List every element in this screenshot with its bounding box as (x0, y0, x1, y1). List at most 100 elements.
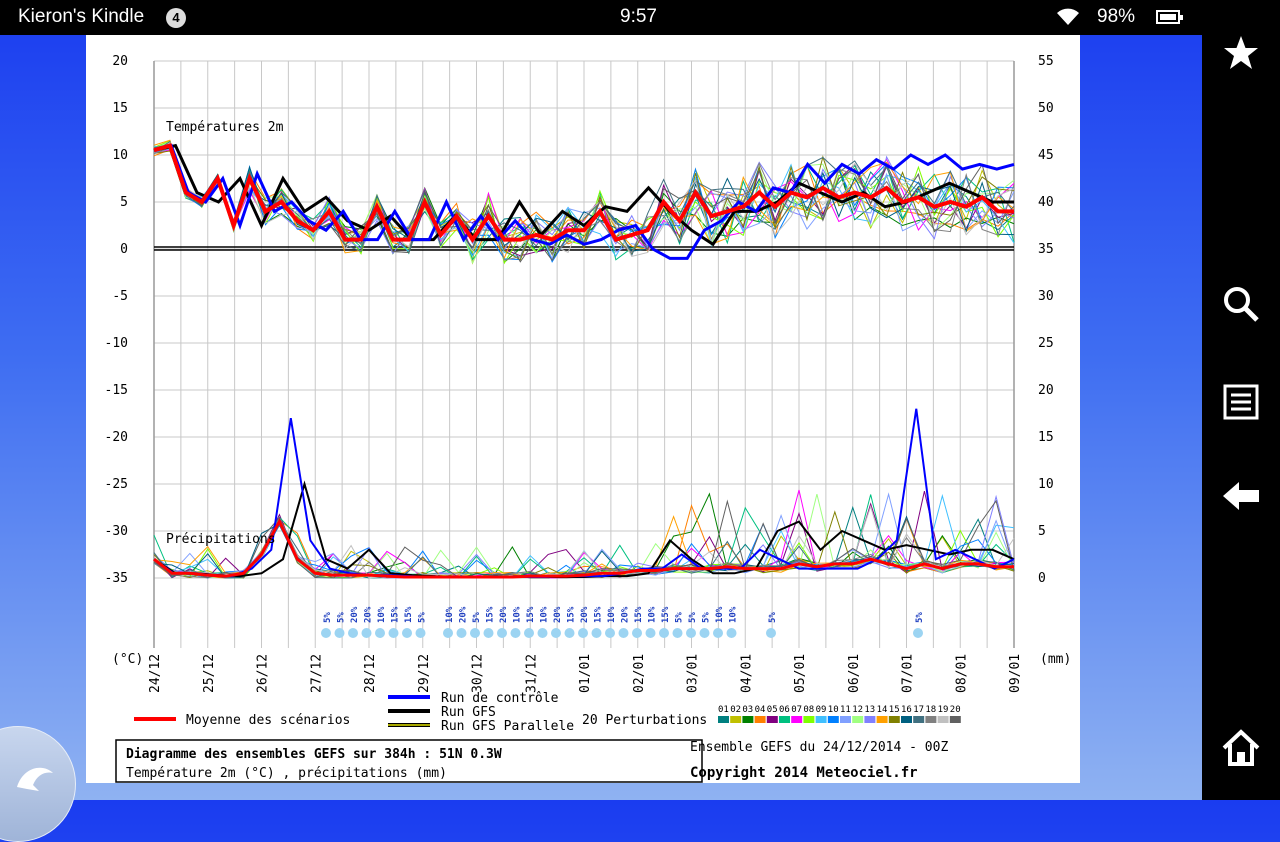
snow-probability-label: 5% (418, 612, 428, 623)
snow-flake-icon (913, 628, 923, 638)
menu-icon[interactable] (1221, 382, 1261, 422)
y-right-tick-label: 25 (1038, 336, 1054, 351)
snow-flake-icon (443, 628, 453, 638)
x-tick-label: 28/12 (363, 654, 378, 693)
snow-flake-icon (483, 628, 494, 638)
snow-flake-icon (524, 628, 534, 638)
legend-perturbations: 20 Perturbations (582, 713, 707, 728)
x-tick-label: 08/01 (954, 654, 969, 693)
member-id-label: 12 (852, 705, 863, 715)
snow-flake-icon (686, 628, 696, 638)
member-id-label: 17 (913, 705, 924, 715)
member-swatch (742, 716, 754, 723)
back-icon[interactable] (1221, 476, 1261, 516)
member-id-label: 06 (779, 705, 790, 715)
x-tick-label: 06/01 (847, 654, 862, 693)
home-icon[interactable] (1221, 728, 1261, 768)
member-id-label: 14 (877, 705, 888, 715)
battery-icon (1156, 10, 1183, 24)
run-info: Ensemble GEFS du 24/12/2014 - 00Z (690, 740, 948, 755)
snow-flake-icon (402, 628, 412, 638)
x-tick-label: 24/12 (148, 654, 163, 693)
copyright: Copyright 2014 Meteociel.fr (690, 765, 918, 781)
snow-flake-icon (578, 628, 588, 638)
snow-probability-label: 20% (364, 606, 374, 623)
chart-subtitle: Température 2m (°C) , précipitations (mm… (126, 766, 447, 781)
clock: 9:57 (620, 6, 657, 27)
y-right-unit: (mm) (1040, 652, 1071, 667)
snow-probability-label: 5% (702, 612, 712, 623)
member-id-label: 11 (840, 705, 851, 715)
member-id-label: 18 (925, 705, 936, 715)
y-right-tick-label: 0 (1038, 571, 1046, 586)
floating-back-button[interactable] (0, 726, 76, 842)
snow-flake-icon (591, 628, 602, 638)
snow-probability-label: 15% (594, 606, 604, 623)
member-swatch (730, 716, 742, 723)
main-series (153, 143, 1015, 579)
y-right-tick-label: 35 (1038, 242, 1054, 257)
y-right-tick-label: 50 (1038, 101, 1054, 116)
star-icon[interactable] (1221, 33, 1261, 73)
x-tick-label: 27/12 (309, 654, 324, 693)
legend-control: Run de contrôle (441, 691, 559, 706)
snow-probability-label: 5% (768, 612, 778, 623)
member-id-label: 07 (791, 705, 802, 715)
device-name: Kieron's Kindle (18, 6, 145, 27)
snow-probability-label: 10% (607, 606, 617, 623)
snow-probability-label: 20% (621, 606, 631, 623)
member-swatch (925, 716, 937, 723)
y-right-tick-label: 10 (1038, 477, 1054, 492)
snow-flake-icon (456, 628, 467, 638)
snow-flake-icon (415, 628, 426, 638)
member-id-label: 05 (767, 705, 778, 715)
x-tick-label: 05/01 (793, 654, 808, 693)
y-left-axis: 20 15 10 5 0 -5 -10 -15 -20 -25 -30 -35 (105, 54, 128, 586)
member-id-label: 08 (803, 705, 814, 715)
member-swatch (949, 716, 961, 723)
y-left-tick-label: -5 (112, 289, 128, 304)
snow-flake-icon (564, 628, 575, 638)
snow-flake-icon (470, 628, 480, 638)
snow-flake-icon (659, 628, 669, 638)
chart-title: Diagramme des ensembles GEFS sur 384h : … (126, 747, 502, 762)
member-swatch (754, 716, 766, 723)
member-swatch (888, 716, 900, 723)
snow-probability-label: 20% (553, 606, 563, 623)
member-id-label: 04 (755, 705, 766, 715)
snow-probability-label: 15% (567, 606, 577, 623)
snow-probability-label: 20% (580, 606, 590, 623)
side-navigation-bar (1202, 0, 1280, 800)
search-icon[interactable] (1221, 284, 1261, 324)
snow-flake-icon (713, 628, 723, 638)
y-right-tick-label: 20 (1038, 383, 1054, 398)
snow-flake-icon (551, 628, 561, 638)
member-swatch (901, 716, 912, 723)
snow-probability-label: 5% (915, 612, 925, 623)
snow-flake-icon (321, 628, 331, 638)
snow-probability-label: 10% (729, 606, 739, 623)
y-left-tick-label: 20 (112, 54, 128, 69)
snow-probability-label: 15% (634, 606, 644, 623)
member-precip-line (153, 494, 1015, 579)
series-precip-line (153, 518, 1014, 579)
status-bar: Kieron's Kindle 4 9:57 98% (0, 0, 1202, 35)
y-left-tick-label: 5 (120, 195, 128, 210)
member-id-label: 20 (950, 705, 961, 715)
y-right-tick-label: 45 (1038, 148, 1054, 163)
chart-grid (153, 60, 1015, 648)
member-swatch (803, 716, 815, 723)
snow-probability-label: 5% (675, 612, 685, 623)
series-temp-line (153, 143, 1015, 260)
x-tick-label: 03/01 (686, 654, 701, 693)
member-id-label: 10 (828, 705, 839, 715)
snow-probability-label: 10% (513, 606, 523, 623)
snow-flake-icon (645, 628, 656, 638)
y-left-tick-label: -25 (105, 477, 128, 492)
y-right-tick-label: 15 (1038, 430, 1054, 445)
x-tick-label: 09/01 (1008, 654, 1023, 693)
member-temp-line (153, 141, 1015, 265)
y-left-tick-label: -35 (105, 571, 128, 586)
notification-badge[interactable]: 4 (166, 8, 186, 28)
